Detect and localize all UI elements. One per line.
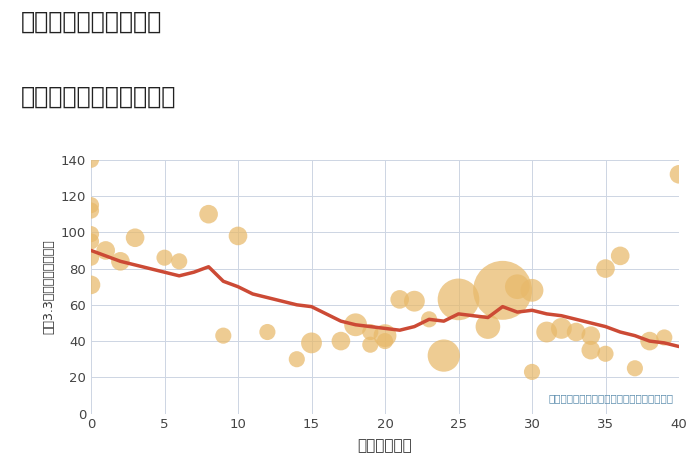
Point bbox=[85, 156, 97, 164]
Point bbox=[424, 315, 435, 323]
Point bbox=[659, 334, 670, 341]
Point bbox=[85, 207, 97, 214]
Point bbox=[115, 258, 126, 265]
Point bbox=[174, 258, 185, 265]
Point bbox=[85, 254, 97, 261]
Point bbox=[203, 211, 214, 218]
Point bbox=[600, 350, 611, 358]
Point bbox=[262, 328, 273, 336]
Point bbox=[379, 332, 391, 339]
Point bbox=[350, 321, 361, 329]
Point bbox=[394, 296, 405, 303]
Point bbox=[85, 230, 97, 238]
Point bbox=[85, 238, 97, 245]
Point bbox=[453, 296, 464, 303]
Point bbox=[365, 328, 376, 336]
Point bbox=[130, 234, 141, 242]
Point bbox=[570, 328, 582, 336]
Text: 大阪府堺市東区丈六の: 大阪府堺市東区丈六の bbox=[21, 9, 162, 33]
Point bbox=[379, 337, 391, 345]
Point bbox=[644, 337, 655, 345]
Point bbox=[85, 201, 97, 209]
Point bbox=[85, 281, 97, 289]
Point bbox=[541, 328, 552, 336]
Point bbox=[438, 352, 449, 360]
Point bbox=[218, 332, 229, 339]
Point bbox=[232, 232, 244, 240]
Point bbox=[409, 298, 420, 305]
Point bbox=[526, 287, 538, 294]
Point bbox=[365, 341, 376, 348]
Point bbox=[526, 368, 538, 376]
Point bbox=[291, 355, 302, 363]
Text: 築年数別中古戸建て価格: 築年数別中古戸建て価格 bbox=[21, 85, 176, 109]
Point bbox=[629, 365, 641, 372]
Y-axis label: 坪（3.3㎡）単価（万円）: 坪（3.3㎡）単価（万円） bbox=[42, 239, 55, 334]
Point bbox=[600, 265, 611, 272]
Point bbox=[673, 171, 685, 178]
Point bbox=[497, 287, 508, 294]
Point bbox=[615, 252, 626, 259]
Point bbox=[556, 325, 567, 332]
Point bbox=[159, 254, 170, 261]
Point bbox=[585, 332, 596, 339]
Point bbox=[482, 323, 493, 330]
Point bbox=[585, 346, 596, 354]
Point bbox=[306, 339, 317, 347]
Point bbox=[335, 337, 346, 345]
Text: 円の大きさは、取引のあった物件面積を示す: 円の大きさは、取引のあった物件面積を示す bbox=[548, 393, 673, 403]
Point bbox=[512, 283, 523, 290]
X-axis label: 築年数（年）: 築年数（年） bbox=[358, 439, 412, 454]
Point bbox=[100, 247, 111, 254]
